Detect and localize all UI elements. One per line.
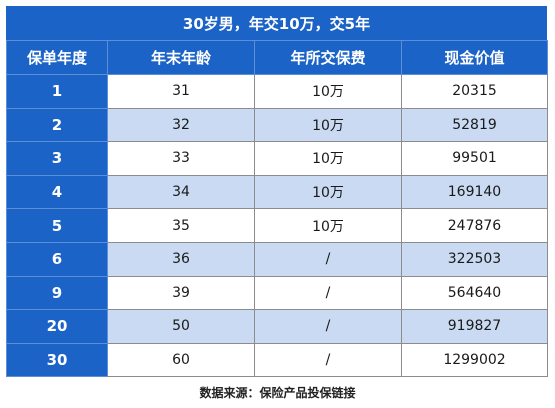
policy-year-cell: 6: [6, 241, 108, 277]
age-cell: 50: [107, 309, 255, 344]
cash-value-table-container: 30岁男，年交10万，交5年 保单年度 年末年龄 年所交保费 现金价值 1 31…: [6, 6, 548, 378]
age-cell: 32: [107, 107, 255, 143]
table-row: 9 39 / 564640: [6, 275, 548, 311]
premium-cell: /: [254, 342, 402, 378]
age-cell: 34: [107, 174, 255, 210]
cash-value-cell: 169140: [401, 174, 548, 210]
table-row: 3 33 10万 99501: [6, 141, 548, 176]
premium-cell: /: [254, 275, 402, 311]
policy-year-cell: 5: [6, 208, 108, 243]
header-policy-year: 保单年度: [6, 40, 108, 75]
premium-cell: 10万: [254, 141, 402, 176]
age-cell: 60: [107, 342, 255, 378]
table-row: 30 60 / 1299002: [6, 342, 548, 378]
policy-year-cell: 20: [6, 309, 108, 344]
premium-cell: /: [254, 309, 402, 344]
table-row: 6 36 / 322503: [6, 241, 548, 277]
table-row: 2 32 10万 52819: [6, 107, 548, 143]
cash-value-cell: 20315: [401, 74, 548, 109]
cash-value-cell: 1299002: [401, 342, 548, 378]
cash-value-cell: 52819: [401, 107, 548, 143]
premium-cell: 10万: [254, 74, 402, 109]
cash-value-cell: 564640: [401, 275, 548, 311]
table-row: 4 34 10万 169140: [6, 174, 548, 210]
premium-cell: /: [254, 241, 402, 277]
policy-year-cell: 9: [6, 275, 108, 311]
age-cell: 33: [107, 141, 255, 176]
table-title: 30岁男，年交10万，交5年: [6, 6, 547, 40]
premium-cell: 10万: [254, 174, 402, 210]
data-source-note: 数据来源：保险产品投保链接: [199, 386, 356, 400]
policy-year-cell: 1: [6, 74, 108, 109]
policy-year-cell: 3: [6, 141, 108, 176]
cash-value-table: 保单年度 年末年龄 年所交保费 现金价值 1 31 10万 20315 2 32…: [6, 40, 548, 378]
header-premium: 年所交保费: [254, 40, 402, 75]
cash-value-cell: 99501: [401, 141, 548, 176]
premium-cell: 10万: [254, 208, 402, 243]
age-cell: 35: [107, 208, 255, 243]
age-cell: 36: [107, 241, 255, 277]
table-row: 20 50 / 919827: [6, 309, 548, 344]
policy-year-cell: 4: [6, 174, 108, 210]
table-row: 1 31 10万 20315: [6, 74, 548, 109]
cash-value-cell: 919827: [401, 309, 548, 344]
cash-value-cell: 247876: [401, 208, 548, 243]
header-age: 年末年龄: [107, 40, 255, 75]
policy-year-cell: 30: [6, 342, 108, 378]
premium-cell: 10万: [254, 107, 402, 143]
cash-value-cell: 322503: [401, 241, 548, 277]
table-row: 5 35 10万 247876: [6, 208, 548, 243]
policy-year-cell: 2: [6, 107, 108, 143]
header-cash-value: 现金价值: [401, 40, 548, 75]
header-row: 保单年度 年末年龄 年所交保费 现金价值: [6, 40, 548, 75]
age-cell: 31: [107, 74, 255, 109]
age-cell: 39: [107, 275, 255, 311]
